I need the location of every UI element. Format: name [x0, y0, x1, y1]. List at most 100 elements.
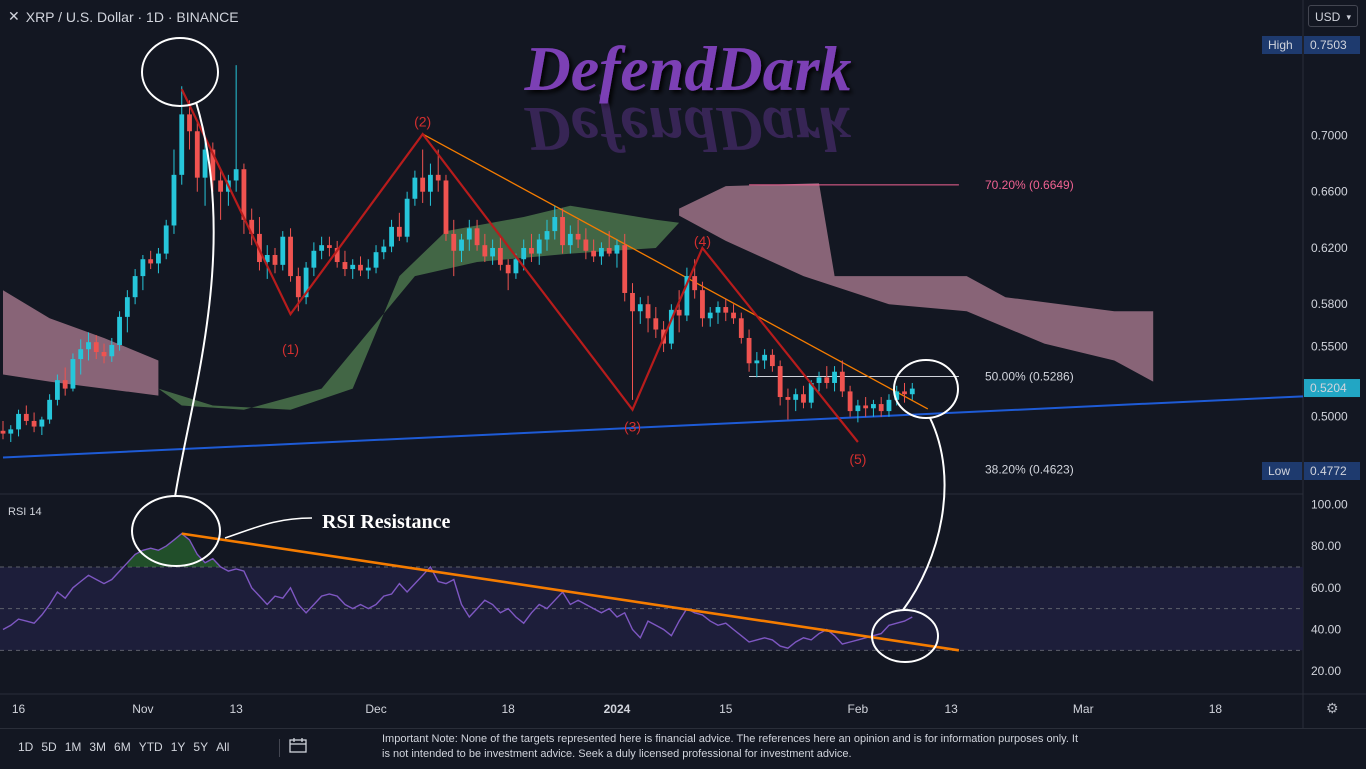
calendar-range-icon[interactable] — [289, 737, 307, 757]
candle-body — [482, 245, 488, 257]
candle-body — [148, 259, 154, 264]
rsi-tick-label: 60.00 — [1311, 581, 1341, 595]
candle-body — [396, 226, 402, 237]
candle-body — [692, 276, 698, 291]
range-button-5d[interactable]: 5D — [41, 740, 57, 754]
candle-body — [218, 180, 224, 192]
candle-body — [109, 345, 115, 357]
candle-body — [194, 131, 200, 178]
candle-body — [365, 267, 371, 271]
candle-body — [723, 307, 729, 313]
candle-body — [575, 233, 581, 240]
range-button-1d[interactable]: 1D — [18, 740, 34, 754]
candle-body — [23, 413, 29, 421]
rsi-resistance-annotation: RSI Resistance — [322, 511, 450, 533]
candle-body — [39, 419, 45, 427]
watermark-logo: DefendDark — [523, 33, 851, 104]
candle-body — [466, 228, 472, 240]
range-button-5y[interactable]: 5Y — [193, 740, 209, 754]
candle-body — [894, 391, 900, 400]
candle-body — [536, 239, 542, 254]
candle-body — [871, 404, 876, 409]
candle-body — [264, 255, 270, 263]
time-tick-label: 15 — [719, 702, 733, 716]
candle-body — [8, 429, 14, 434]
range-button-all[interactable]: All — [216, 740, 230, 754]
annotation-circle-breakout — [893, 359, 959, 419]
gear-icon[interactable]: ⚙ — [1326, 700, 1339, 716]
toolbar-divider — [279, 739, 280, 757]
range-button-6m[interactable]: 6M — [114, 740, 131, 754]
candle-body — [86, 342, 91, 350]
candle-body — [249, 219, 255, 234]
candle-body — [420, 177, 426, 192]
candle-body — [567, 233, 573, 246]
candle-body — [637, 304, 643, 312]
price-tick-label: 0.6200 — [1311, 241, 1348, 255]
candle-body — [668, 309, 674, 344]
candle-body — [909, 388, 915, 395]
candle-body — [715, 307, 721, 313]
time-tick-label: 13 — [944, 702, 958, 716]
range-button-1y[interactable]: 1Y — [170, 740, 186, 754]
candle-body — [777, 366, 783, 398]
candle-body — [529, 247, 534, 254]
rsi-tick-label: 100.00 — [1311, 497, 1348, 511]
range-button-1m[interactable]: 1M — [64, 740, 82, 754]
candle-body — [233, 169, 239, 181]
candle-body — [653, 318, 659, 330]
current-price-badge-value: 0.5204 — [1310, 381, 1347, 395]
candle-body — [785, 397, 791, 400]
candle-body — [746, 337, 752, 364]
symbol-title[interactable]: XRP / U.S. Dollar · 1D · BINANCE — [25, 8, 239, 25]
fib-label-2: 38.20% (0.4623) — [985, 463, 1074, 477]
current-price-badge-value-bg — [1304, 379, 1360, 398]
rsi-tick-label: 40.00 — [1311, 622, 1341, 636]
annotation-circle-top — [141, 37, 219, 107]
time-tick-label: Nov — [132, 702, 153, 716]
candle-body — [878, 404, 884, 412]
candle-body — [451, 233, 457, 251]
candle-body — [832, 371, 837, 383]
wave-label: (2) — [414, 113, 431, 129]
candle-body — [863, 405, 869, 409]
currency-select[interactable]: USD ▾ — [1308, 5, 1358, 27]
candle-body — [505, 264, 511, 274]
time-tick-label: 18 — [1209, 702, 1223, 716]
low-badge-value-bg — [1304, 462, 1360, 480]
candle-body — [241, 169, 247, 220]
candle-body — [583, 239, 589, 251]
candle-body — [731, 312, 736, 319]
annotation-pointer — [224, 517, 313, 539]
candle-body — [389, 226, 394, 247]
range-button-3m[interactable]: 3M — [89, 740, 107, 754]
candle-body — [560, 217, 565, 246]
wave-label: (3) — [624, 419, 641, 435]
candle-body — [288, 236, 293, 277]
candle-body — [738, 318, 744, 338]
candle-body — [70, 359, 76, 389]
candle-body — [358, 264, 363, 271]
rsi-resistance-line — [181, 532, 960, 652]
candle-body — [459, 239, 464, 251]
low-badge-value: 0.4772 — [1310, 464, 1347, 478]
fib-label-0: 70.20% (0.6649) — [985, 178, 1074, 192]
candle-body — [342, 262, 348, 270]
candle-body — [435, 174, 441, 181]
price-tick-label: 0.5800 — [1311, 297, 1348, 311]
rsi-label: RSI 14 — [8, 506, 42, 518]
candle-body — [187, 114, 192, 132]
range-button-ytd[interactable]: YTD — [138, 740, 163, 754]
candle-body — [544, 231, 550, 240]
candle-body — [272, 255, 278, 265]
high-badge-value-bg — [1304, 36, 1360, 54]
candle-body — [824, 377, 830, 383]
candle-body — [816, 377, 822, 383]
candle-body — [552, 217, 558, 232]
candle-body — [210, 149, 216, 181]
close-icon[interactable]: ✕ — [8, 8, 20, 24]
candle-body — [62, 380, 68, 389]
candle-body — [171, 174, 177, 226]
candle-body — [855, 405, 861, 412]
